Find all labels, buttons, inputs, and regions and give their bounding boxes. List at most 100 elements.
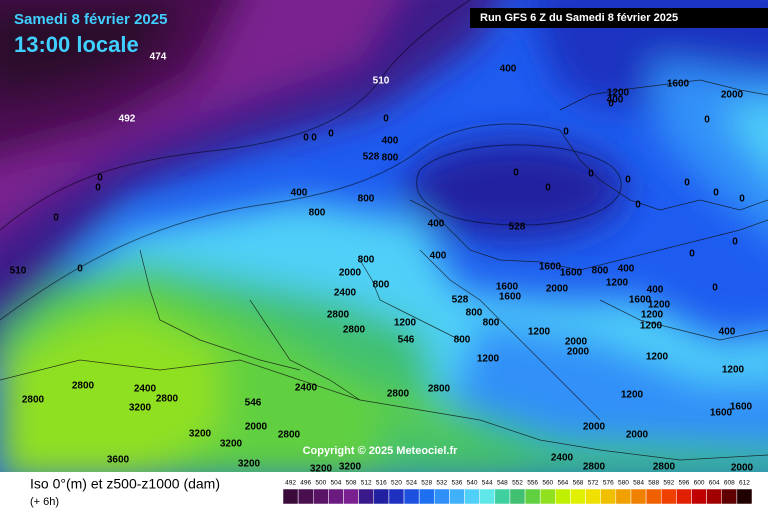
scale-swatch bbox=[585, 488, 601, 505]
map-label: 2000 bbox=[546, 284, 569, 295]
scale-swatch bbox=[494, 488, 511, 505]
map-label: 800 bbox=[358, 255, 375, 266]
map-label: 0 bbox=[95, 183, 101, 194]
map-label: 0 bbox=[77, 264, 83, 275]
map-label: 0 bbox=[713, 188, 719, 199]
map-label: 0 bbox=[53, 213, 59, 224]
map-label: 2800 bbox=[343, 325, 366, 336]
map-label: 1600 bbox=[496, 282, 519, 293]
copyright: Copyright © 2025 Meteociel.fr bbox=[303, 445, 459, 457]
map-label: 510 bbox=[373, 76, 390, 87]
map-label: 546 bbox=[398, 335, 415, 346]
scale-swatch bbox=[691, 488, 707, 505]
scale-swatch bbox=[358, 488, 375, 505]
map-label: 0 bbox=[303, 133, 309, 144]
scale-label: 548 bbox=[497, 480, 508, 487]
scale-swatch bbox=[373, 488, 390, 505]
map-label: 3200 bbox=[310, 464, 333, 475]
map-label: 2400 bbox=[134, 384, 157, 395]
map-label: 2800 bbox=[653, 462, 676, 473]
map-label: 400 bbox=[647, 285, 664, 296]
time-title: 13:00 locale bbox=[14, 32, 139, 57]
map-label: 528 bbox=[452, 295, 469, 306]
map-label: 1200 bbox=[648, 300, 671, 311]
map-label: 1200 bbox=[641, 310, 664, 321]
scale-swatch bbox=[282, 488, 299, 505]
map-label: 800 bbox=[309, 208, 326, 219]
map-label: 1600 bbox=[667, 79, 690, 90]
color-scale: 492 496 500 504 508 512 516 520 524 528 532 536 540 5… bbox=[282, 480, 753, 505]
scale-swatch bbox=[524, 488, 541, 505]
map-label: 400 bbox=[382, 136, 399, 147]
map-label: 0 bbox=[328, 129, 334, 140]
map-label: 2800 bbox=[278, 430, 301, 441]
map-label: 3600 bbox=[107, 455, 130, 466]
scale-label: 504 bbox=[331, 480, 342, 487]
scale-swatch bbox=[403, 488, 420, 505]
map-label: 400 bbox=[607, 95, 624, 106]
map-label: 1600 bbox=[710, 408, 733, 419]
scale-swatch bbox=[479, 488, 496, 505]
map-label: 2800 bbox=[22, 395, 45, 406]
map-label: 474 bbox=[150, 52, 167, 63]
map-label: 2400 bbox=[295, 383, 318, 394]
map-label: 1600 bbox=[539, 262, 562, 273]
scale-swatch bbox=[313, 488, 329, 505]
map-label: 2800 bbox=[583, 462, 606, 473]
map-label: 2000 bbox=[565, 337, 588, 348]
map-label: 400 bbox=[618, 264, 635, 275]
map-label: 2800 bbox=[72, 381, 95, 392]
map-label: 2800 bbox=[327, 310, 350, 321]
scale-label: 568 bbox=[573, 480, 584, 487]
scale-label: 600 bbox=[694, 480, 705, 487]
map-label: 2800 bbox=[428, 384, 451, 395]
map-label: 2000 bbox=[245, 422, 268, 433]
scale-label: 544 bbox=[482, 480, 493, 487]
legend-label: Iso 0°(m) et z500-z1000 (dam) bbox=[30, 476, 220, 492]
scale-label: 532 bbox=[436, 480, 447, 487]
map-label: 800 bbox=[373, 280, 390, 291]
scale-label: 496 bbox=[300, 480, 311, 487]
scale-swatch bbox=[343, 488, 359, 505]
map-label: 3200 bbox=[189, 429, 212, 440]
run-info: Run GFS 6 Z du Samedi 8 février 2025 bbox=[480, 12, 678, 24]
map-label: 528 bbox=[509, 222, 526, 233]
scale-swatch bbox=[721, 488, 738, 505]
map-label: 546 bbox=[245, 398, 262, 409]
map-label: 1600 bbox=[499, 292, 522, 303]
scale-label: 584 bbox=[633, 480, 644, 487]
scale-label: 528 bbox=[421, 480, 432, 487]
map-label: 510 bbox=[10, 266, 27, 277]
map-label: 0 bbox=[563, 127, 569, 138]
scale-swatch bbox=[449, 488, 465, 505]
scale-label: 516 bbox=[376, 480, 387, 487]
map-label: 2000 bbox=[731, 463, 754, 474]
map-label: 0 bbox=[545, 183, 551, 194]
map-field bbox=[0, 0, 768, 480]
map-label: 0 bbox=[635, 200, 641, 211]
map-label: 1600 bbox=[629, 295, 652, 306]
scale-label: 492 bbox=[285, 480, 296, 487]
map-label: 0 bbox=[625, 175, 631, 186]
map-label: 0 bbox=[97, 173, 103, 184]
map-label: 528 bbox=[363, 152, 380, 163]
map-label: 1200 bbox=[607, 88, 630, 99]
map-label: 0 bbox=[513, 168, 519, 179]
map-label: 800 bbox=[454, 335, 471, 346]
map-label: 2800 bbox=[156, 394, 179, 405]
scale-label: 508 bbox=[346, 480, 357, 487]
scale-swatch bbox=[615, 488, 632, 505]
map-label: 400 bbox=[430, 251, 447, 262]
scale-label: 576 bbox=[603, 480, 614, 487]
map-label: 800 bbox=[466, 308, 483, 319]
map-label: 400 bbox=[719, 327, 736, 338]
scale-label: 500 bbox=[315, 480, 326, 487]
map-label: 2400 bbox=[334, 288, 357, 299]
map-label: 1600 bbox=[730, 402, 753, 413]
scale-label: 604 bbox=[709, 480, 720, 487]
scale-label: 564 bbox=[557, 480, 568, 487]
map-label: 1600 bbox=[560, 268, 583, 279]
scale-swatch bbox=[630, 488, 647, 505]
scale-label: 524 bbox=[406, 480, 417, 487]
map-label: 0 bbox=[689, 249, 695, 260]
